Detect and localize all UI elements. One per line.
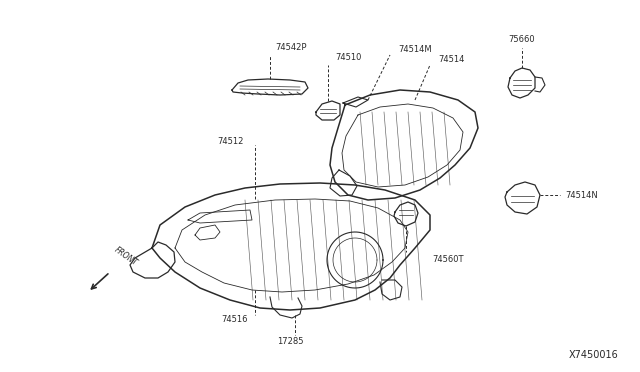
Text: X7450016: X7450016: [568, 350, 618, 360]
Text: 74514N: 74514N: [565, 190, 598, 199]
Text: 74514M: 74514M: [398, 45, 431, 55]
Text: FRONT: FRONT: [113, 246, 140, 268]
Text: 74510: 74510: [335, 54, 362, 62]
Text: 74516: 74516: [221, 315, 248, 324]
Text: 74514: 74514: [438, 55, 465, 64]
Text: 17285: 17285: [276, 337, 303, 346]
Text: 74512: 74512: [217, 138, 243, 147]
Text: 74542P: 74542P: [275, 44, 307, 52]
Text: 75660: 75660: [509, 35, 535, 45]
Text: 74560T: 74560T: [432, 256, 463, 264]
